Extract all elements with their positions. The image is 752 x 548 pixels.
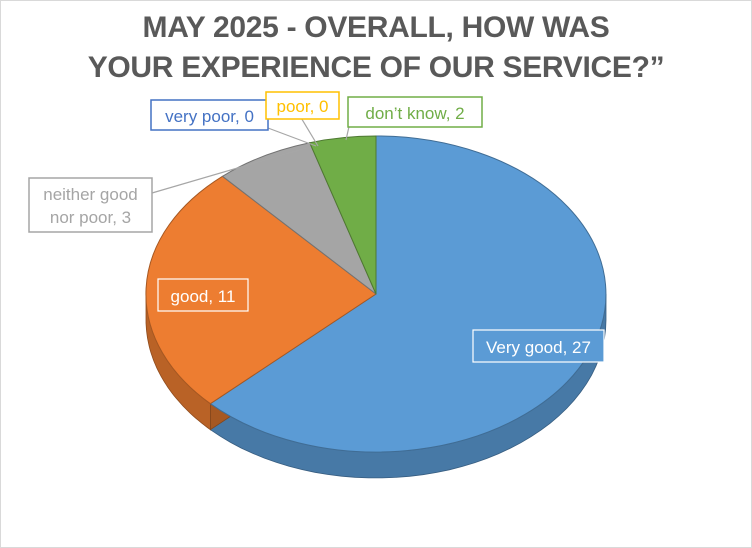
label-poor-text: poor, 0 — [277, 97, 329, 116]
label-good-text: good, 11 — [171, 287, 236, 306]
label-neither: neither good nor poor, 3 — [28, 177, 153, 233]
label-good: good, 11 — [157, 278, 249, 312]
label-neither-text-2: nor poor, 3 — [50, 208, 131, 227]
label-dont-know: don’t know, 2 — [347, 96, 483, 128]
pie-top-faces — [145, 135, 607, 453]
leader-line-poor — [299, 115, 319, 147]
slice-don-t-know — [308, 135, 377, 295]
label-very-poor-text: very poor, 0 — [165, 107, 254, 126]
label-dont-know-text: don’t know, 2 — [365, 104, 464, 123]
label-very-good-text: Very good, 27 — [486, 338, 591, 357]
leader-line-neither — [151, 147, 307, 194]
slice-good — [145, 175, 377, 405]
leader-line-very-poor — [267, 127, 317, 147]
label-neither-text-1: neither good — [43, 185, 138, 204]
chart-title-line-2: YOUR EXPERIENCE OF OUR SERVICE?” — [87, 51, 665, 84]
chart-title: MAY 2025 - OVERALL, HOW WAS YOUR EXPERIE… — [0, 8, 752, 88]
chart-title-line-1: MAY 2025 - OVERALL, HOW WAS — [142, 11, 610, 44]
label-very-good: Very good, 27 — [472, 329, 605, 363]
label-very-poor: very poor, 0 — [150, 99, 269, 131]
label-poor: poor, 0 — [265, 91, 340, 120]
